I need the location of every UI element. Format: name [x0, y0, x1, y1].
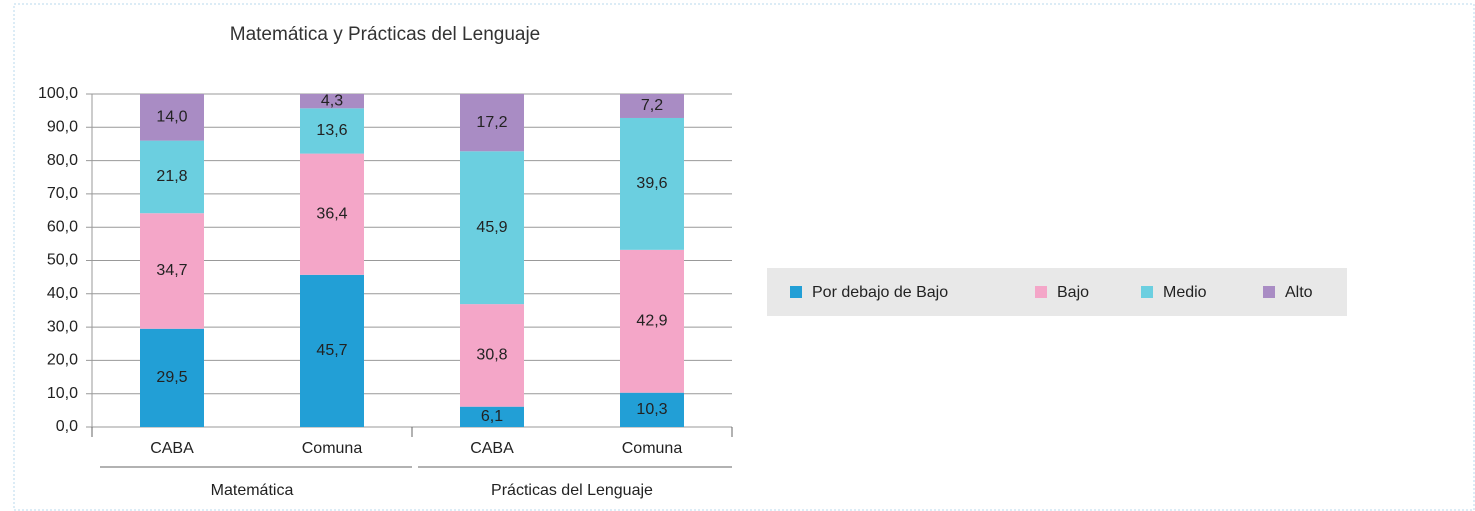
- data-label: 6,1: [481, 408, 503, 425]
- bar-segment: [140, 328, 204, 427]
- legend-label: Por debajo de Bajo: [812, 284, 948, 301]
- x-tick-label: Comuna: [622, 440, 683, 457]
- y-tick-label: 70,0: [47, 185, 78, 202]
- bar-segment: [140, 94, 204, 141]
- legend-label: Bajo: [1057, 284, 1089, 301]
- legend-swatch: [790, 286, 802, 298]
- data-label: 39,6: [636, 175, 667, 192]
- x-tick-label: CABA: [150, 440, 194, 457]
- chart-title: Matemática y Prácticas del Lenguaje: [230, 24, 541, 45]
- bar-segment: [620, 249, 684, 393]
- frame: [13, 3, 1475, 511]
- legend-box: [767, 268, 1347, 316]
- data-label: 29,5: [156, 369, 187, 386]
- bar-segment: [300, 108, 364, 154]
- bar-segment: [460, 406, 524, 427]
- legend-swatch: [1263, 286, 1275, 298]
- data-label: 30,8: [476, 347, 507, 364]
- data-label: 21,8: [156, 168, 187, 185]
- bar-segment: [620, 94, 684, 118]
- y-tick-label: 90,0: [47, 119, 78, 136]
- data-label: 34,7: [156, 262, 187, 279]
- y-tick-label: 80,0: [47, 152, 78, 169]
- data-label: 14,0: [156, 109, 187, 126]
- bar-segment: [140, 140, 204, 214]
- x-tick-label: Comuna: [302, 440, 363, 457]
- legend-swatch: [1141, 286, 1153, 298]
- legend-swatch: [1035, 286, 1047, 298]
- bar-segment: [620, 117, 684, 250]
- bar-segment: [460, 151, 524, 305]
- group-label: Matemática: [211, 482, 294, 499]
- bar-segment: [300, 153, 364, 275]
- y-tick-label: 30,0: [47, 318, 78, 335]
- group-label: Prácticas del Lenguaje: [491, 482, 653, 499]
- data-label: 45,7: [316, 342, 347, 359]
- data-label: 7,2: [641, 97, 663, 114]
- bar-segment: [460, 304, 524, 407]
- legend-label: Medio: [1163, 284, 1207, 301]
- y-tick-label: 10,0: [47, 385, 78, 402]
- bar-segment: [460, 94, 524, 152]
- data-label: 13,6: [316, 122, 347, 139]
- x-tick-label: CABA: [470, 440, 514, 457]
- data-label: 45,9: [476, 219, 507, 236]
- y-tick-label: 0,0: [56, 418, 78, 435]
- data-label: 42,9: [636, 312, 667, 329]
- bar-segment: [300, 94, 364, 109]
- y-tick-label: 50,0: [47, 252, 78, 269]
- data-label: 4,3: [321, 92, 343, 109]
- legend-label: Alto: [1285, 284, 1313, 301]
- y-tick-label: 60,0: [47, 218, 78, 235]
- y-tick-label: 20,0: [47, 352, 78, 369]
- bar-segment: [620, 392, 684, 427]
- data-label: 36,4: [316, 205, 347, 222]
- y-tick-label: 40,0: [47, 285, 78, 302]
- data-label: 10,3: [636, 401, 667, 418]
- bar-segment: [140, 213, 204, 329]
- data-label: 17,2: [476, 114, 507, 131]
- bar-segment: [300, 274, 364, 427]
- y-tick-label: 100,0: [38, 85, 78, 102]
